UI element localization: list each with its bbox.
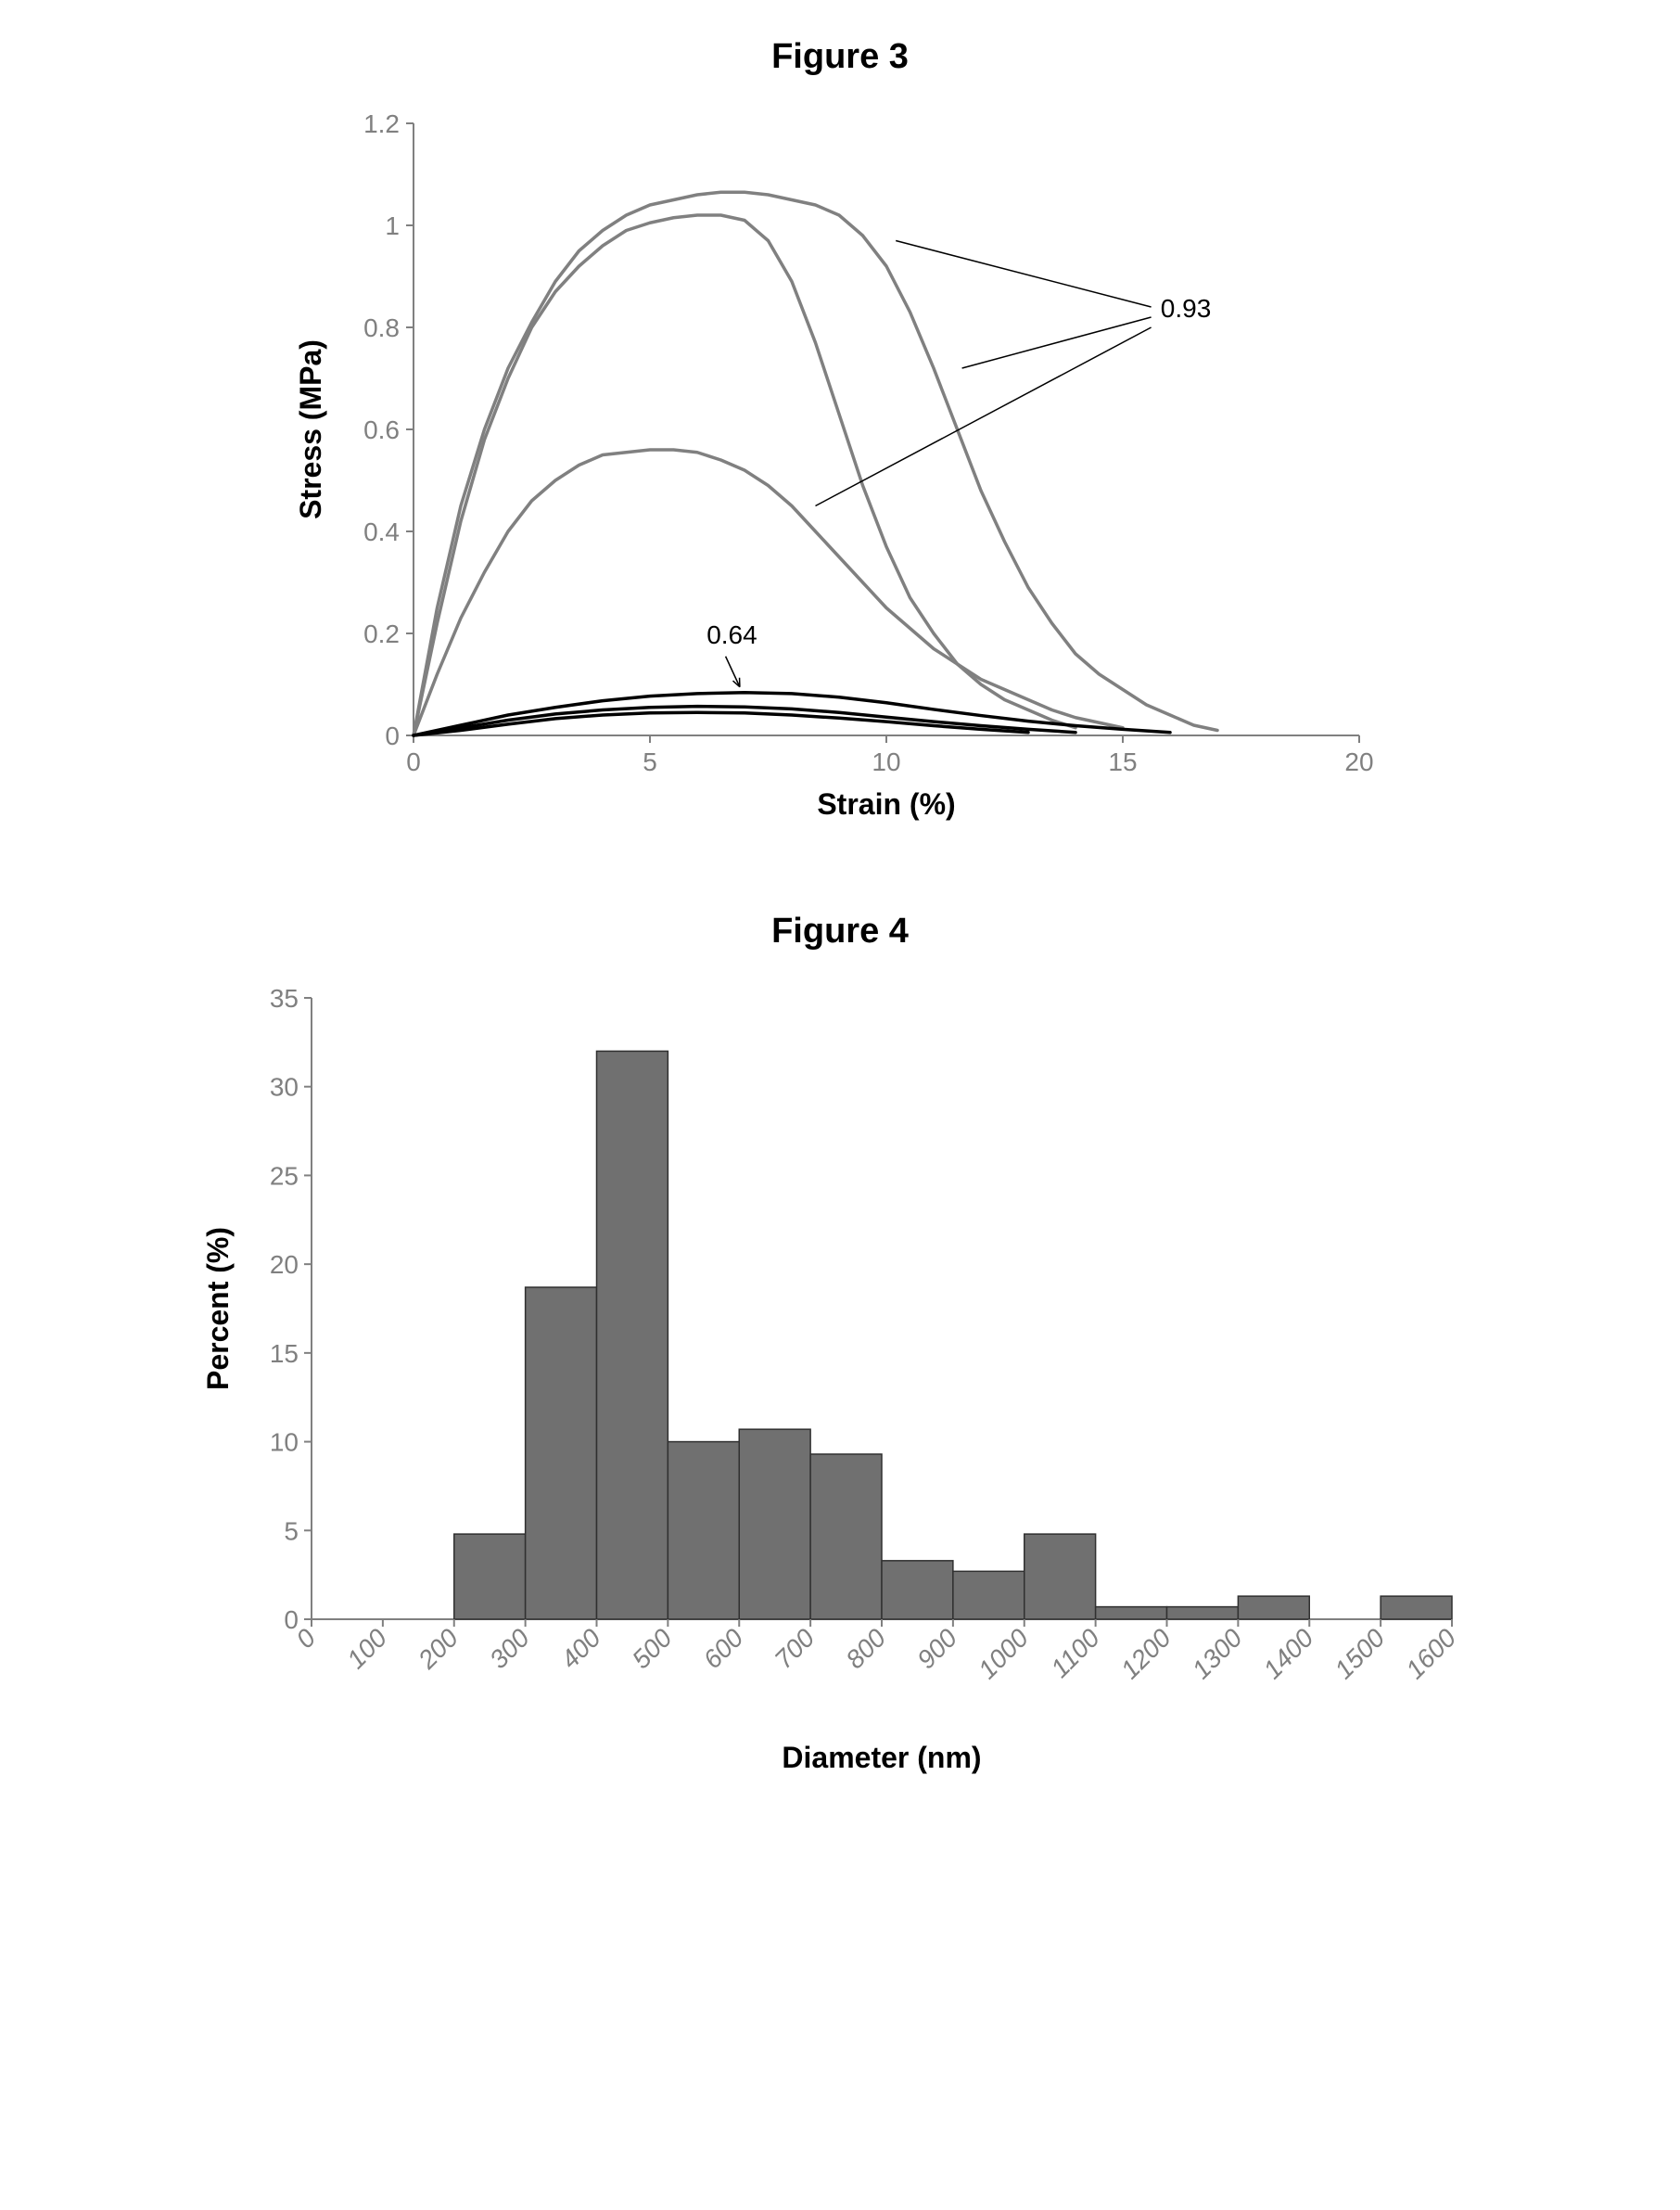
svg-text:5: 5 — [643, 747, 657, 776]
svg-text:1100: 1100 — [1045, 1623, 1105, 1683]
svg-text:1.2: 1.2 — [363, 109, 400, 138]
svg-text:0: 0 — [406, 747, 421, 776]
svg-text:Percent (%): Percent (%) — [201, 1227, 235, 1390]
svg-text:25: 25 — [270, 1161, 299, 1190]
svg-text:15: 15 — [270, 1339, 299, 1368]
svg-text:200: 200 — [412, 1623, 464, 1675]
figure-3-title: Figure 3 — [771, 37, 909, 77]
svg-text:700: 700 — [769, 1623, 820, 1674]
svg-text:10: 10 — [270, 1428, 299, 1457]
svg-text:400: 400 — [555, 1623, 606, 1674]
svg-text:15: 15 — [1108, 747, 1137, 776]
figure-3-chart: 0 0.2 0.4 0.6 0.8 1 1.2 0 5 10 15 20 Stress (MPa) Str… — [284, 96, 1396, 837]
svg-text:1400: 1400 — [1258, 1623, 1319, 1684]
svg-text:1300: 1300 — [1187, 1623, 1248, 1684]
svg-text:0.93: 0.93 — [1161, 294, 1212, 323]
svg-text:20: 20 — [1344, 747, 1373, 776]
svg-text:1000: 1000 — [973, 1623, 1034, 1684]
svg-text:Diameter (nm): Diameter (nm) — [782, 1741, 981, 1774]
svg-text:Strain (%): Strain (%) — [817, 787, 955, 821]
svg-text:100: 100 — [341, 1623, 392, 1674]
svg-text:0.64: 0.64 — [706, 620, 757, 649]
svg-text:800: 800 — [840, 1623, 891, 1674]
svg-text:0.2: 0.2 — [363, 620, 400, 648]
figure-3-block: Figure 3 0 0.2 0.4 0.6 0.8 1 1.2 0 5 10 15 20 Stress… — [37, 37, 1643, 837]
svg-text:1500: 1500 — [1329, 1623, 1390, 1684]
svg-text:Stress (MPa): Stress (MPa) — [294, 339, 327, 519]
svg-text:35: 35 — [270, 984, 299, 1013]
svg-text:1: 1 — [385, 211, 400, 240]
svg-text:1200: 1200 — [1115, 1623, 1177, 1684]
svg-text:300: 300 — [484, 1623, 535, 1674]
figure-4-title: Figure 4 — [771, 912, 909, 952]
svg-text:1600: 1600 — [1400, 1623, 1461, 1684]
svg-text:0: 0 — [290, 1623, 321, 1654]
svg-text:30: 30 — [270, 1073, 299, 1102]
figure-4-chart: 0510152025303501002003004005006007008009… — [191, 970, 1489, 1805]
svg-text:0.8: 0.8 — [363, 313, 400, 342]
svg-text:10: 10 — [872, 747, 900, 776]
svg-text:0.4: 0.4 — [363, 517, 400, 546]
svg-text:600: 600 — [698, 1623, 749, 1674]
svg-text:5: 5 — [284, 1516, 299, 1545]
svg-text:0: 0 — [385, 722, 400, 750]
figure-4-block: Figure 4 0510152025303501002003004005006… — [37, 912, 1643, 1805]
svg-text:0.6: 0.6 — [363, 415, 400, 444]
svg-text:20: 20 — [270, 1250, 299, 1279]
svg-text:500: 500 — [627, 1623, 678, 1674]
svg-text:900: 900 — [911, 1623, 962, 1674]
